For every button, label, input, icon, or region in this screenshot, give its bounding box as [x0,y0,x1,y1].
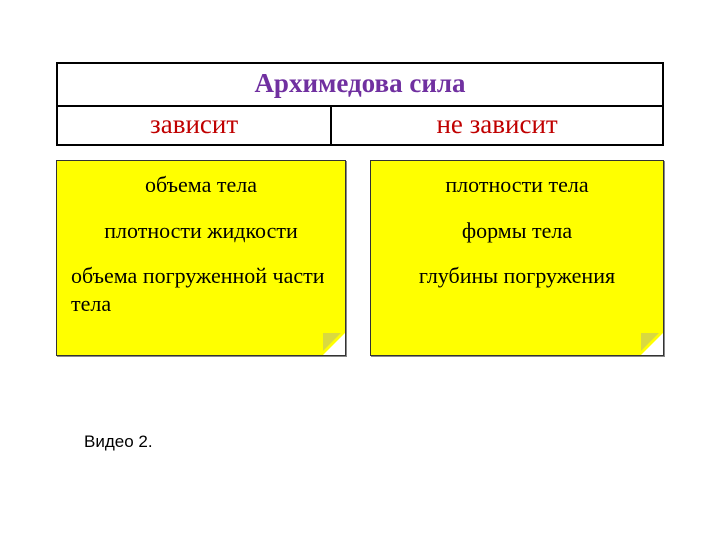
depends-item: объема погруженной части тела [71,262,331,317]
sticky-boxes-row: объема тела плотности жидкости объема по… [56,160,664,356]
not-depends-item: формы тела [385,217,649,245]
slide: Архимедова сила зависит не зависит объем… [0,0,720,540]
not-depends-item: плотности тела [385,171,649,199]
depends-header: зависит [58,107,332,144]
depends-item: объема тела [71,171,331,199]
page-curl-icon [641,333,663,355]
table-title: Архимедова сила [58,64,662,107]
footer-caption: Видео 2. [84,432,153,452]
page-curl-icon [323,333,345,355]
not-depends-header: не зависит [332,107,662,144]
depends-sticky: объема тела плотности жидкости объема по… [56,160,346,356]
depends-item: плотности жидкости [71,217,331,245]
not-depends-sticky: плотности тела формы тела глубины погруж… [370,160,664,356]
not-depends-item: глубины погружения [385,262,649,290]
header-table: Архимедова сила зависит не зависит [56,62,664,146]
